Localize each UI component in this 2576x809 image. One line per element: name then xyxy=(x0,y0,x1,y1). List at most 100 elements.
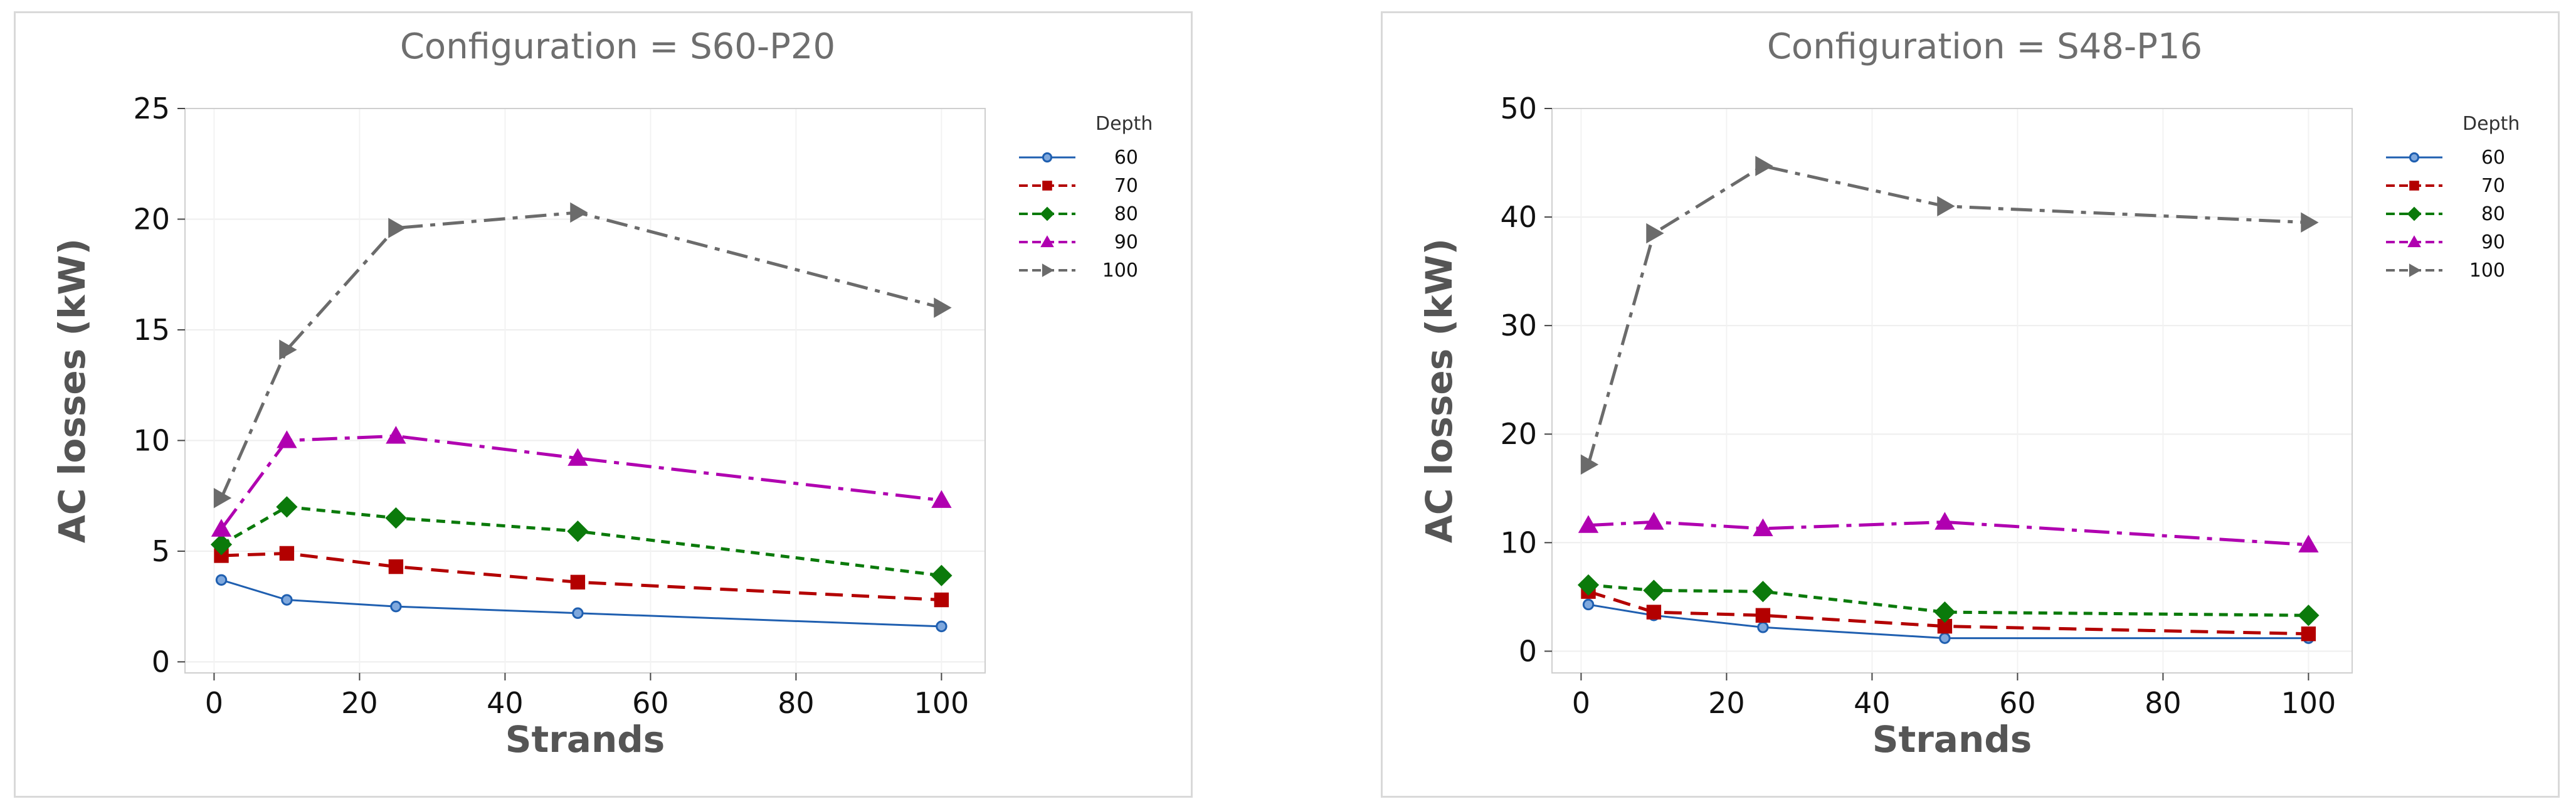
data-point-depth-100 xyxy=(1937,196,1955,216)
data-point-depth-70 xyxy=(934,592,949,608)
data-point-depth-60 xyxy=(572,607,584,619)
legend-swatch-marker xyxy=(2409,152,2420,163)
data-point-depth-80 xyxy=(1643,579,1665,601)
y-axis-label: AC losses (kW) xyxy=(1418,238,1460,543)
legend-entry: 60 xyxy=(2481,147,2505,169)
chart-title: Configuration = S48-P16 xyxy=(1767,26,2202,67)
data-point-depth-90 xyxy=(1644,512,1664,530)
data-point-depth-100 xyxy=(1646,223,1664,244)
legend-swatch-marker xyxy=(1040,206,1055,221)
data-point-depth-90 xyxy=(211,519,232,537)
x-tick-label: 100 xyxy=(2281,686,2336,720)
y-tick-label: 30 xyxy=(1500,309,1537,342)
data-point-depth-70 xyxy=(1755,608,1771,623)
data-point-depth-70 xyxy=(279,546,295,561)
x-tick-label: 60 xyxy=(632,686,669,720)
legend-entry: 90 xyxy=(1114,231,1138,253)
data-point-depth-60 xyxy=(215,574,228,586)
data-point-depth-100 xyxy=(934,297,952,318)
y-tick-label: 40 xyxy=(1500,200,1537,234)
chart-title: Configuration = S60-P20 xyxy=(400,26,835,67)
data-point-depth-70 xyxy=(1937,618,1953,634)
x-tick-label: 100 xyxy=(914,686,969,720)
data-point-depth-100 xyxy=(279,339,297,360)
chart-s48-p16: Configuration = S48-P16 0 10 20 30 40 50 0 20 40 6… xyxy=(1418,26,2520,761)
legend-swatch-marker xyxy=(2409,181,2419,191)
legend-entry: 80 xyxy=(2481,203,2505,225)
legend-entry: 70 xyxy=(1114,175,1138,197)
data-point-depth-90 xyxy=(1578,515,1599,533)
x-axis-label: Strands xyxy=(1872,718,2032,761)
legend-entry: 60 xyxy=(1114,147,1138,169)
legend-title: Depth xyxy=(1095,113,1153,135)
x-tick-label: 20 xyxy=(1708,686,1745,720)
x-tick-label: 80 xyxy=(2145,686,2182,720)
data-point-depth-80 xyxy=(385,507,407,529)
data-point-depth-80 xyxy=(1934,601,1956,623)
data-point-depth-100 xyxy=(388,218,406,238)
data-point-depth-60 xyxy=(281,594,293,606)
x-tick-label: 20 xyxy=(341,686,378,720)
data-point-depth-100 xyxy=(1580,454,1599,475)
data-point-depth-80 xyxy=(2298,605,2320,627)
data-point-depth-90 xyxy=(1935,512,1955,530)
data-point-depth-100 xyxy=(213,487,232,509)
y-axis-label: AC losses (kW) xyxy=(51,238,93,543)
data-point-depth-80 xyxy=(276,496,298,518)
data-point-depth-90 xyxy=(2298,534,2319,553)
y-tick-label: 15 xyxy=(133,313,170,347)
data-point-depth-70 xyxy=(388,559,404,574)
chart-s60-p20: Configuration = S60-P20 0 5 10 15 20 25 0 20 40 60… xyxy=(51,26,1153,761)
series-line-depth-70 xyxy=(1588,590,2309,636)
x-tick-label: 80 xyxy=(778,686,815,720)
plot-frame xyxy=(184,108,986,674)
legend-swatch-marker xyxy=(2407,235,2421,248)
y-tick-label: 20 xyxy=(1500,417,1537,451)
legend-entry: 100 xyxy=(1102,260,1138,282)
legend-entry: 80 xyxy=(1114,203,1138,225)
series-line-depth-100 xyxy=(1586,164,2309,465)
data-point-depth-90 xyxy=(277,430,297,448)
data-point-depth-90 xyxy=(567,448,588,466)
data-point-depth-90 xyxy=(931,490,952,508)
chart-panel-s60-p20: Configuration = S60-P20 0 5 10 15 20 25 0 20 40 60… xyxy=(14,11,1193,798)
data-point-depth-60 xyxy=(1582,598,1595,611)
legend-swatch-marker xyxy=(2407,206,2422,221)
series-line-depth-80 xyxy=(220,505,942,578)
y-tick-label: 5 xyxy=(152,534,170,568)
x-tick-label: 40 xyxy=(1854,686,1891,720)
legend-entry: 70 xyxy=(2481,175,2505,197)
data-point-depth-80 xyxy=(931,564,953,586)
data-point-depth-100 xyxy=(1755,156,1773,176)
legend-swatch-marker xyxy=(2409,263,2421,277)
y-tick-label: 0 xyxy=(1519,634,1537,668)
legend-swatch-marker xyxy=(1042,152,1053,163)
plot-frame xyxy=(1551,108,2353,674)
series-line-depth-90 xyxy=(219,434,942,531)
legend-swatch-marker xyxy=(1042,181,1052,191)
x-tick-label: 60 xyxy=(1999,686,2036,720)
series-line-depth-100 xyxy=(219,211,942,499)
x-tick-label: 40 xyxy=(487,686,524,720)
data-point-depth-80 xyxy=(210,534,233,556)
y-tick-label: 10 xyxy=(133,423,170,457)
x-tick-label: 0 xyxy=(205,686,223,720)
data-point-depth-60 xyxy=(390,600,402,613)
data-point-depth-60 xyxy=(1757,621,1769,633)
data-point-depth-60 xyxy=(1939,632,1951,644)
legend-swatch-marker xyxy=(1040,235,1054,248)
legend-entry: 90 xyxy=(2481,231,2505,253)
data-point-depth-70 xyxy=(570,574,586,590)
y-tick-label: 50 xyxy=(1500,92,1537,125)
y-tick-label: 25 xyxy=(133,92,170,125)
y-tick-label: 0 xyxy=(152,645,170,679)
legend-swatch-marker xyxy=(1042,263,1054,277)
data-point-depth-70 xyxy=(1646,605,1662,620)
data-point-depth-100 xyxy=(2301,212,2319,233)
legend-entry: 100 xyxy=(2469,260,2505,282)
data-point-depth-80 xyxy=(1577,574,1600,596)
data-point-depth-80 xyxy=(567,521,589,542)
data-point-depth-60 xyxy=(936,620,948,633)
data-point-depth-90 xyxy=(386,426,406,444)
data-point-depth-70 xyxy=(214,548,229,563)
